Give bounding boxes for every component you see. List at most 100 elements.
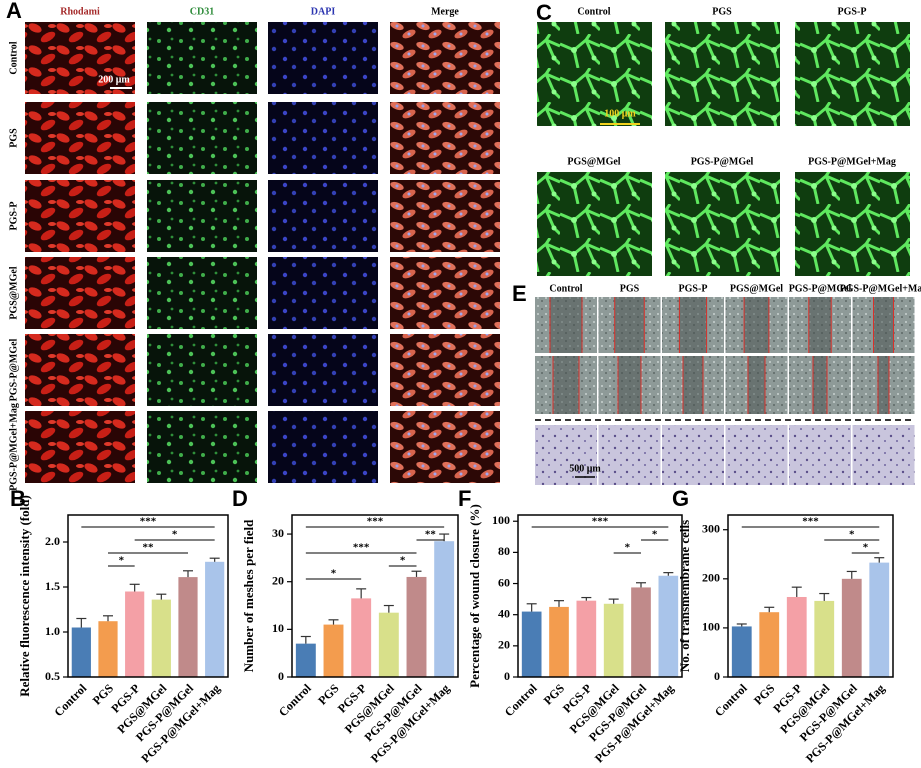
row-label: PGS-P [8,202,19,231]
micrograph [852,425,915,485]
scratch [618,356,641,414]
micrograph [147,180,257,252]
bar [71,627,91,677]
significance-label: *** [353,542,370,554]
y-tick-label: 0 [504,669,510,683]
group-label: PGS@MGel [730,283,783,294]
micrograph [665,172,780,276]
scale-bar-label: 100 μm [604,108,636,119]
micrograph [537,172,652,276]
row-label: PGS [8,128,19,148]
micrograph [390,257,500,329]
scratch [744,297,769,353]
micrograph [25,22,135,94]
micrograph [537,22,652,126]
micrograph [725,425,788,485]
column-header: CD31 [190,6,214,17]
bar [814,600,835,677]
bar [576,600,597,677]
micrograph [268,411,378,483]
significance-label: * [625,542,631,554]
micrograph [795,172,910,276]
bar [323,624,344,677]
group-label: PGS-P@MGel [691,156,754,167]
micrograph [390,334,500,406]
group-label: PGS-P [838,6,867,17]
micrograph [665,22,780,126]
y-tick-label: 0.5 [45,669,60,683]
y-tick-label: 60 [498,575,510,589]
scratch [550,297,582,353]
scratch [683,356,703,414]
x-tick-label: Control [51,681,89,719]
x-tick-label: Control [276,681,314,719]
panel-label: E [512,281,527,306]
y-tick-label: 0 [278,669,284,683]
micrograph [25,257,135,329]
bar [125,591,145,677]
group-label: Control [549,283,582,294]
y-axis-title: Number of meshes per field [241,519,256,672]
scratch [614,297,645,353]
scratch [553,356,579,414]
scratch [873,297,894,353]
axis-frame [291,514,459,678]
bar [631,587,651,677]
y-tick-label: 2.0 [45,534,60,548]
micrograph [390,411,500,483]
group-label: Control [577,6,610,17]
significance-label: ** [425,529,437,541]
micrograph [147,22,257,94]
significance-label: *** [367,516,384,528]
scale-bar-label: 500 μm [569,463,601,474]
bar [869,562,890,677]
significance-label: * [331,568,337,580]
micrograph [535,425,597,485]
column-header: DAPI [311,6,336,17]
significance-label: * [849,529,855,541]
y-tick-label: 0 [714,669,720,683]
bar [786,596,807,677]
axis-frame [517,514,683,678]
group-label: PGS [712,6,732,17]
row-label: Control [8,41,19,74]
y-tick-label: 300 [702,521,720,535]
micrograph [598,425,661,485]
group-label: PGS@MGel [567,156,620,167]
bar [603,603,624,677]
bar [205,561,225,677]
micrograph [25,180,135,252]
panel-label: B [10,486,26,511]
group-label: PGS [620,283,640,294]
panel-label: A [6,0,22,23]
panel-label: F [458,486,471,511]
micrograph [147,257,257,329]
significance-label: * [863,542,869,554]
scratch [679,297,707,353]
micrograph [25,102,135,174]
bar [759,612,780,677]
micrograph [789,425,851,485]
y-tick-label: 30 [272,526,284,540]
bar [295,643,316,677]
panel-label: G [672,486,689,511]
axis-frame [67,514,229,678]
scale-bar-label: 200 μm [98,74,130,85]
y-tick-label: 1.5 [45,579,60,593]
row-label: PGS-P@MGel+Mag [8,403,19,491]
bar [658,575,679,677]
significance-label: *** [592,516,609,528]
panel-label: C [536,0,552,25]
micrograph [662,425,724,485]
bar [178,577,198,677]
micrograph [795,22,910,126]
y-tick-label: 20 [272,573,284,587]
bar [549,606,569,677]
row-label: PGS-P@MGel [8,338,19,401]
y-tick-label: 20 [498,638,510,652]
bar [731,626,752,677]
group-label: PGS-P [679,283,708,294]
micrograph [268,257,378,329]
micrograph [268,102,378,174]
